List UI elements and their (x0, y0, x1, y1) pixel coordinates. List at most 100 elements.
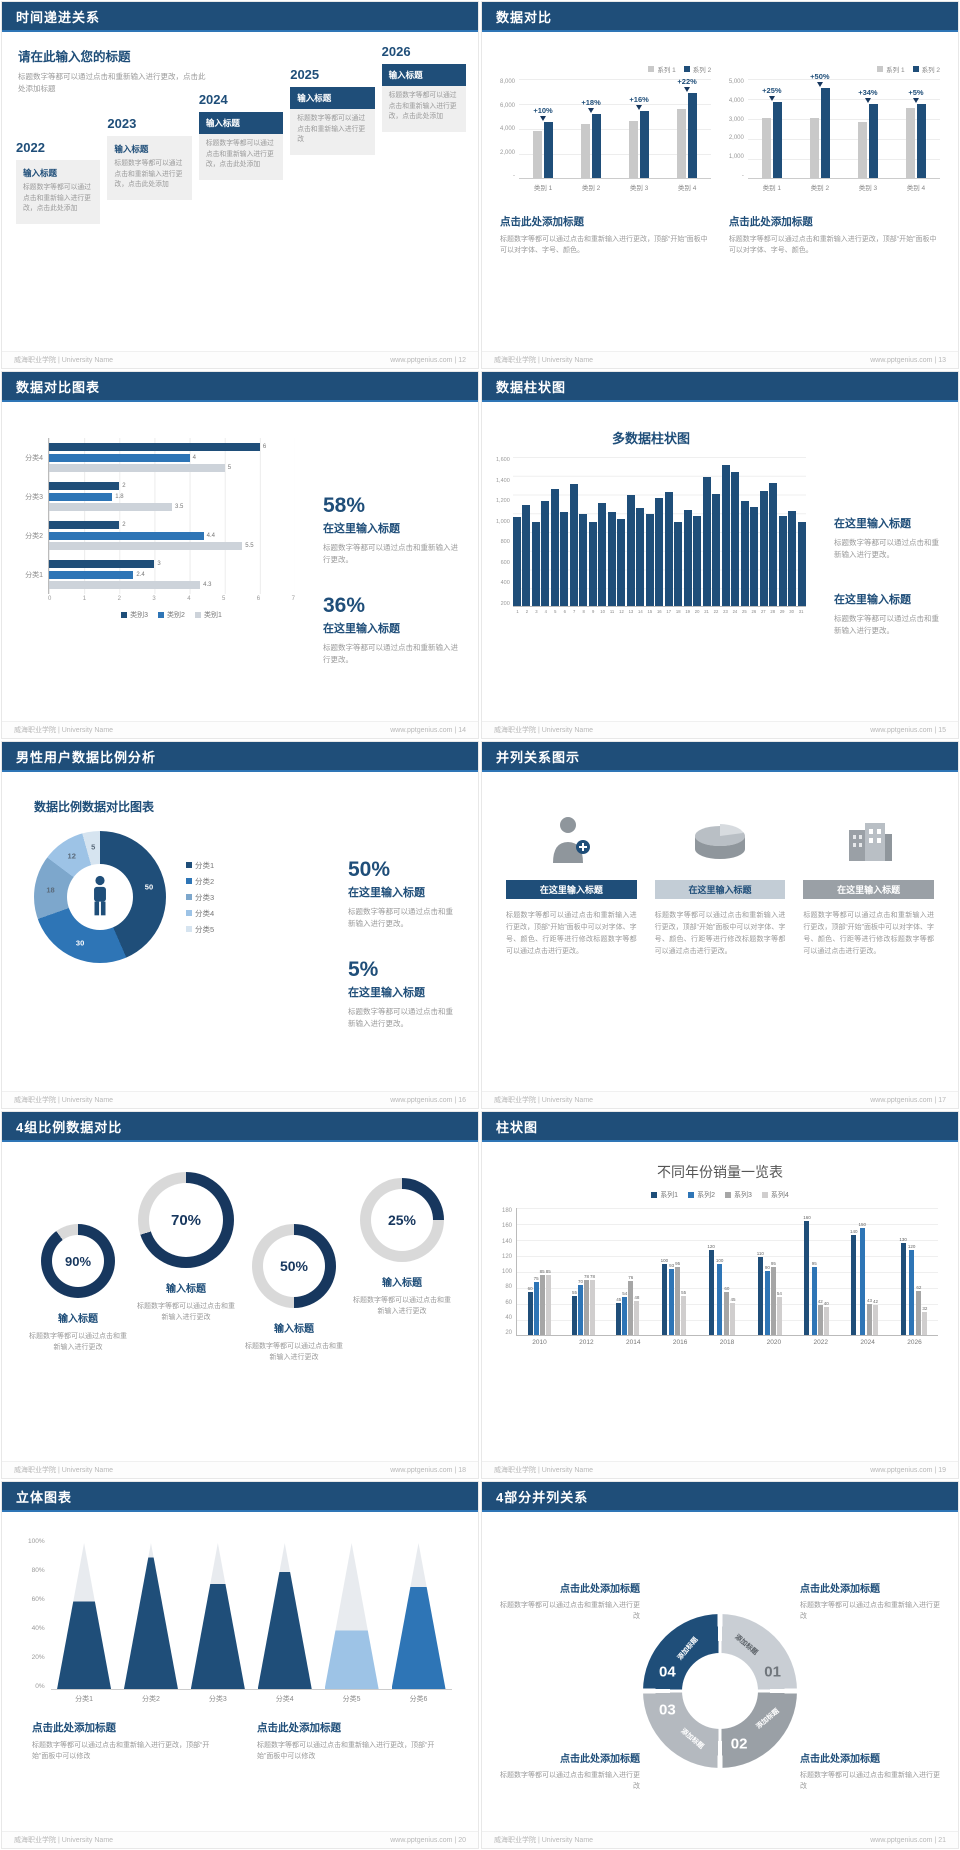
legend-swatch (912, 66, 919, 72)
x-tick: 分类6 (409, 1696, 428, 1703)
plot-area (512, 457, 806, 607)
cone-chart: 100% 80% 60% 40% 20% 0% 分类1 分类2 分类3 分类4 分类5 分类6 (28, 1538, 452, 1704)
pie-3d-icon (695, 824, 745, 859)
text-block-top-right: 点击此处添加标题 标题数字等都可以通过点击和重新输入进行更改 (800, 1580, 946, 1622)
bar (905, 108, 915, 178)
value-label: 2.4 (136, 571, 145, 578)
cone (57, 1543, 112, 1689)
bar (778, 516, 787, 606)
bar (820, 88, 830, 178)
x-tick: 28 (770, 609, 776, 614)
bar (640, 110, 650, 178)
legend-swatch (121, 612, 128, 618)
ring-title: 输入标题 (382, 1278, 422, 1289)
caption-desc: 标题数字等都可以通过点击和重新输入进行更改，顶部“开始”面板中可以对字体、字号、… (500, 236, 708, 255)
x-tick: 17 (666, 609, 672, 614)
timeline-step: 2022 输入标题 标题数字等都可以通过点击和重新输入进行更改，点击此处添加 (16, 140, 101, 224)
stat-desc: 标题数字等都可以通过点击和重新输入进行更改。 (348, 1006, 453, 1028)
x-tick: 分类3 (208, 1696, 227, 1703)
bar-group: 60 75 85 85 (527, 1269, 551, 1335)
y-tick: 5,000 (728, 79, 744, 85)
footer-left: 威海职业学院 | University Name (494, 357, 594, 364)
pct-label: +5% (908, 88, 924, 97)
y-tick: 60 (505, 1299, 513, 1306)
ring-desc: 标题数字等都可以通过点击和重新输入进行更改 (245, 1343, 343, 1362)
legend-item: 类别3 (121, 610, 148, 620)
bar (811, 1267, 817, 1335)
bar (857, 122, 867, 178)
text-block-bottom-right: 点击此处添加标题 标题数字等都可以通过点击和重新输入进行更改 (800, 1750, 946, 1792)
legend-swatch (648, 66, 655, 72)
x-tick: 5 (554, 609, 557, 614)
x-tick: 25 (742, 609, 747, 614)
slide-13[interactable]: 数据对比 系列 1 系列 2 8,000 6,000 4,000 2,000- +10% +1… (481, 1, 959, 369)
slide-title-bar: 4组比例数据对比 (2, 1112, 478, 1142)
stat-block: 50% 在这里输入标题 标题数字等都可以通过点击和重新输入进行更改。 (348, 858, 460, 930)
bar (674, 521, 683, 606)
value-label: 2 (122, 522, 126, 528)
slide-footer: 威海职业学院 | University Name www.pptgenius.c… (2, 721, 478, 738)
value-label: 93 (669, 1262, 675, 1268)
category-label: 分类3 (25, 493, 43, 501)
pct-arrow (684, 87, 691, 92)
y-tick: 0% (35, 1683, 45, 1690)
chart-legend: 分类1 分类2 分类3 分类4 分类5 (186, 860, 214, 935)
slide-body: 100% 80% 60% 40% 20% 0% 分类1 分类2 分类3 分类4 分类5 分类6 点击此… (2, 1514, 478, 1831)
legend-label: 类别3 (130, 612, 149, 619)
bar (583, 1279, 589, 1335)
timeline-year: 2024 (198, 92, 228, 107)
value-label: 95 (811, 1261, 817, 1267)
caption-block: 点击此处添加标题 标题数字等都可以通过点击和重新输入进行更改，顶部“开始”面板中… (257, 1720, 448, 1762)
stat-percent: 5% (348, 957, 379, 981)
slide-14[interactable]: 数据对比图表 分类4 6 4 5 分类3 2 1.8 3.5 分类2 2 4.4 5.5 分类1 3 2.4… (1, 371, 479, 739)
x-axis: 1 2 3 4 5 6 7 8 9 10 11 12 13 14 15 16 17 18 19 20 21 22 23 24 2… (513, 609, 806, 614)
y-tick: 1,000 (496, 518, 510, 525)
timeline-card-desc: 标题数字等都可以通过点击和重新输入进行更改，点击此处添加 (205, 140, 274, 169)
x-tick: 2014 (625, 1339, 641, 1346)
pct-label: +34% (858, 88, 878, 97)
slide-19[interactable]: 柱状图 不同年份销量一览表 系列1 系列2 系列3 系列4 180 160 140 120 100… (481, 1111, 959, 1479)
x-tick: 2 (117, 596, 121, 602)
timeline-card-title: 输入标题 (381, 64, 467, 86)
slide-21[interactable]: 4部分并列关系 点击此处添加标题 标题数字等都可以通过点击和重新输入进行更改 点… (481, 1481, 959, 1849)
bar (592, 114, 602, 178)
pct-arrow (588, 108, 595, 114)
parallel-item: 在这里输入标题 标题数字等都可以通过点击和重新输入进行更改，顶部“开始”面板中可以… (803, 808, 935, 1091)
slide-17[interactable]: 并列关系图示 在这里输入标题 标题数字等都可以通过点击和重新输入进行更改，顶部“开… (481, 741, 959, 1109)
slide-16[interactable]: 男性用户数据比例分析 数据比例数据对比图表 50 30 18 12 5 分类1 分类2 分类3… (1, 741, 479, 1109)
percent-value: 25% (371, 1189, 433, 1251)
building-icon (848, 823, 892, 861)
bar (750, 506, 759, 606)
bar (629, 120, 639, 178)
y-tick: 1,200 (496, 498, 510, 505)
slide-18[interactable]: 4组比例数据对比 90% 输入标题 标题数字等都可以通过点击和重新输入进行更改 70%… (1, 1111, 479, 1479)
stat-percent: 36% (323, 593, 366, 617)
y-tick: 800 (500, 539, 510, 546)
caption-desc: 标题数字等都可以通过点击和重新输入进行更改，顶部“开始”面板中可以对字体、字号、… (728, 236, 937, 255)
x-tick: 11 (609, 609, 615, 614)
slide-20[interactable]: 立体图表 100% 80% 60% 40% 20% 0% 分类1 分类2 分类3 分类4 分类5 分类… (1, 1481, 479, 1849)
value-label: 4 (192, 454, 196, 461)
stat-title: 在这里输入标题 (323, 522, 400, 535)
y-tick: 100% (28, 1538, 45, 1545)
x-tick: 21 (704, 609, 709, 614)
chart-caption: 点击此处添加标题 标题数字等都可以通过点击和重新输入进行更改，顶部“开始”面板中可… (729, 214, 940, 256)
value-label: 95 (770, 1261, 776, 1267)
value-label: 60 (724, 1286, 730, 1292)
timeline-card-desc: 标题数字等都可以通过点击和重新输入进行更改，点击此处添加 (23, 184, 91, 213)
bar (683, 510, 692, 606)
stat-block: 36% 在这里输入标题 标题数字等都可以通过点击和重新输入进行更改。 (323, 594, 460, 666)
block-desc: 标题数字等都可以通过点击和重新输入进行更改 (500, 1602, 640, 1621)
slide-12[interactable]: 时间递进关系 请在此输入您的标题 标题数字等都可以通过点击和重新输入进行更改，点… (1, 1, 479, 369)
value-label: 140 (850, 1229, 858, 1235)
bar (560, 512, 569, 606)
slide-title: 时间递进关系 (16, 9, 101, 25)
timeline-step: 2026 输入标题 标题数字等都可以通过点击和重新输入进行更改，点击此处添加 (381, 44, 467, 132)
bar (541, 501, 550, 606)
value-label: 75 (533, 1275, 539, 1281)
legend-swatch (688, 1192, 695, 1198)
slide-15[interactable]: 数据柱状图 多数据柱状图 1,600 1,400 1,200 1,000 800 600 40… (481, 371, 959, 739)
x-tick: 6 (256, 596, 261, 602)
legend-item: 类别1 (194, 610, 222, 620)
bar (616, 1303, 622, 1335)
